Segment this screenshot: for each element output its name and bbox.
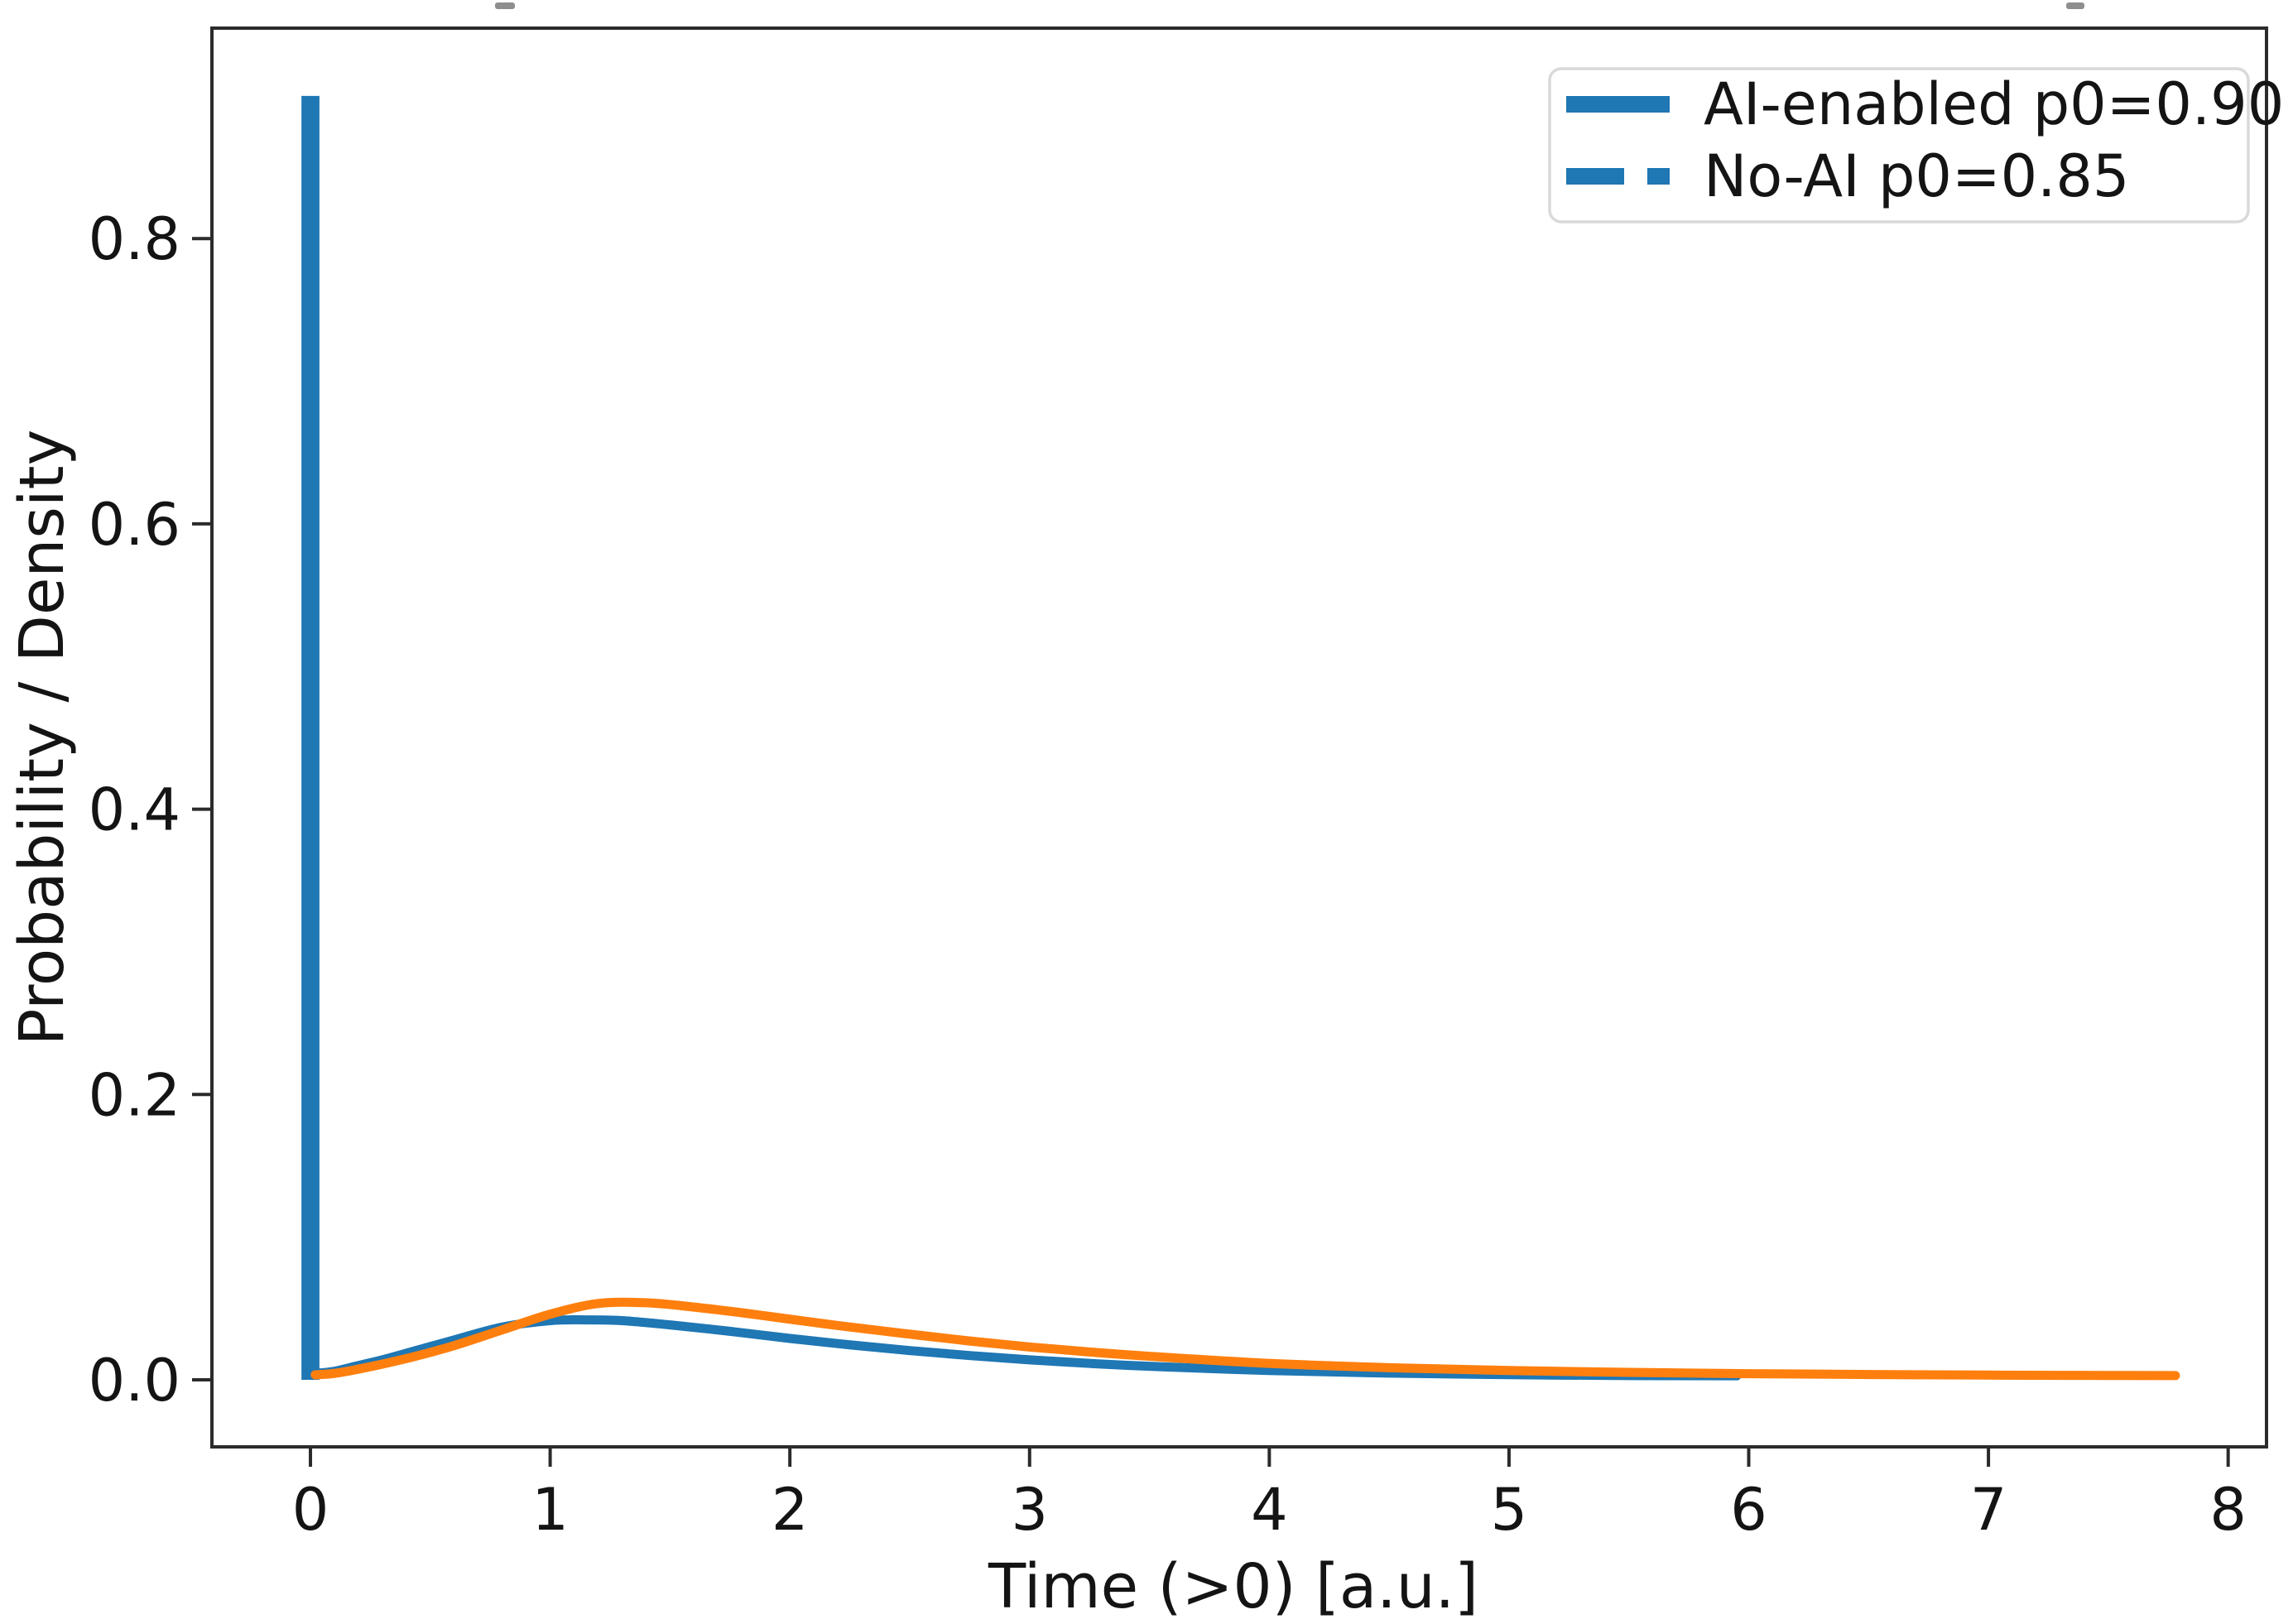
cropped-text-artifact-right xyxy=(2066,2,2084,9)
legend: AI-enabled p0=0.90 No-AI p0=0.85 xyxy=(1548,67,2284,223)
y-tick-label: 0.6 xyxy=(89,491,180,559)
x-tick-label: 0 xyxy=(292,1476,329,1544)
curve-blue xyxy=(310,1315,1742,1381)
y-tick-label: 0.8 xyxy=(89,205,180,273)
x-tick-label: 5 xyxy=(1491,1476,1528,1544)
plot-frame xyxy=(210,26,2268,1449)
y-tick-label: 0.4 xyxy=(89,776,180,844)
legend-entry-ai-enabled: AI-enabled p0=0.90 xyxy=(1566,70,2284,138)
tick-layer: 0 1 2 3 4 5 6 7 8 0.0 0.2 0.4 0.6 0.8 xyxy=(89,205,2247,1544)
point-mass-bar xyxy=(301,95,320,1380)
series-layer xyxy=(301,95,2180,1381)
curve-orange xyxy=(310,1297,2180,1381)
y-tick-label: 0.0 xyxy=(89,1347,180,1415)
y-axis-label: Probability / Density xyxy=(7,430,78,1045)
legend-box xyxy=(1548,67,2250,223)
legend-label-ai-enabled: AI-enabled p0=0.90 xyxy=(1704,70,2284,138)
x-tick-label: 8 xyxy=(2209,1476,2247,1544)
cropped-text-artifact-left xyxy=(495,2,515,9)
legend-label-no-ai: No-AI p0=0.85 xyxy=(1704,142,2129,210)
x-tick-label: 1 xyxy=(531,1476,569,1544)
x-tick-label: 2 xyxy=(772,1476,809,1544)
x-axis-label: Time (>0) [a.u.] xyxy=(988,1551,1478,1622)
x-tick-label: 6 xyxy=(1730,1476,1767,1544)
y-tick-label: 0.2 xyxy=(89,1061,180,1129)
x-tick-label: 4 xyxy=(1251,1476,1288,1544)
x-tick-label: 3 xyxy=(1011,1476,1048,1544)
x-tick-label: 7 xyxy=(1970,1476,2007,1544)
legend-entry-no-ai: No-AI p0=0.85 xyxy=(1566,142,2129,210)
